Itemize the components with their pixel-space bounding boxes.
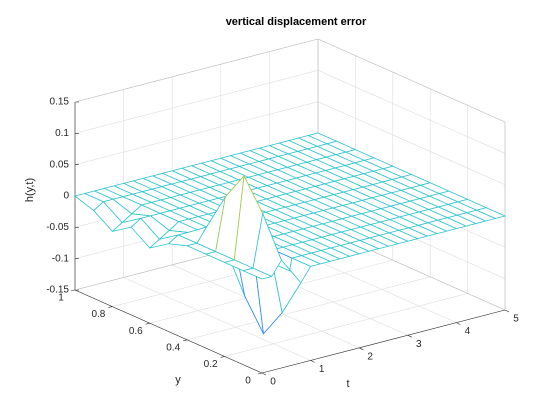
grid-line	[74, 101, 319, 165]
grid-line	[317, 101, 506, 185]
z-tick-label: -0.05	[46, 222, 69, 233]
x-tick-label: 0	[270, 377, 276, 388]
y-tick	[108, 306, 113, 308]
x-tick	[261, 372, 267, 376]
y-tick-label: 1	[58, 293, 64, 304]
x-axis	[261, 309, 506, 374]
x-tick-label: 5	[513, 314, 519, 325]
grid-line	[317, 70, 506, 154]
y-tick-label: 0.2	[204, 359, 218, 370]
y-tick	[220, 356, 225, 358]
y-tick	[183, 339, 188, 342]
y-tick	[145, 322, 150, 325]
y-tick-label: 0.8	[91, 309, 105, 320]
box-edge	[74, 38, 319, 103]
y-tick	[70, 289, 76, 292]
y-tick	[257, 372, 263, 375]
z-tick-label: 0.15	[50, 97, 70, 108]
grid-line	[74, 70, 319, 134]
x-tick-label: 3	[416, 339, 422, 350]
chart-title: vertical displacement error	[226, 16, 367, 28]
x-axis-label: t	[346, 378, 349, 390]
z-tick-label: 0.05	[50, 159, 70, 170]
z-tick-label: -0.1	[52, 253, 70, 264]
x-tick-label: 2	[367, 351, 373, 362]
x-tick	[456, 322, 461, 325]
box-edge	[317, 38, 506, 123]
x-tick	[310, 360, 315, 363]
z-axis-label: h(y,t)	[24, 178, 36, 202]
y-axis	[74, 289, 263, 374]
z-tick-label: 0	[63, 191, 69, 202]
grid-line	[123, 277, 311, 361]
x-tick	[504, 309, 510, 313]
z-tick-label: 0.1	[55, 128, 69, 139]
x-tick-label: 4	[465, 326, 471, 337]
z-tick-label: -0.15	[46, 285, 69, 296]
mesh-cell	[242, 267, 273, 280]
x-tick	[407, 334, 412, 338]
grid-line	[187, 276, 431, 341]
y-tick-label: 0.4	[166, 342, 180, 353]
grid-line	[224, 293, 468, 357]
y-tick-label: 0.6	[129, 326, 143, 337]
y-tick-label: 0	[245, 376, 251, 387]
y-axis-label: y	[175, 374, 181, 386]
x-tick	[359, 347, 364, 351]
x-tick-label: 1	[319, 364, 325, 375]
